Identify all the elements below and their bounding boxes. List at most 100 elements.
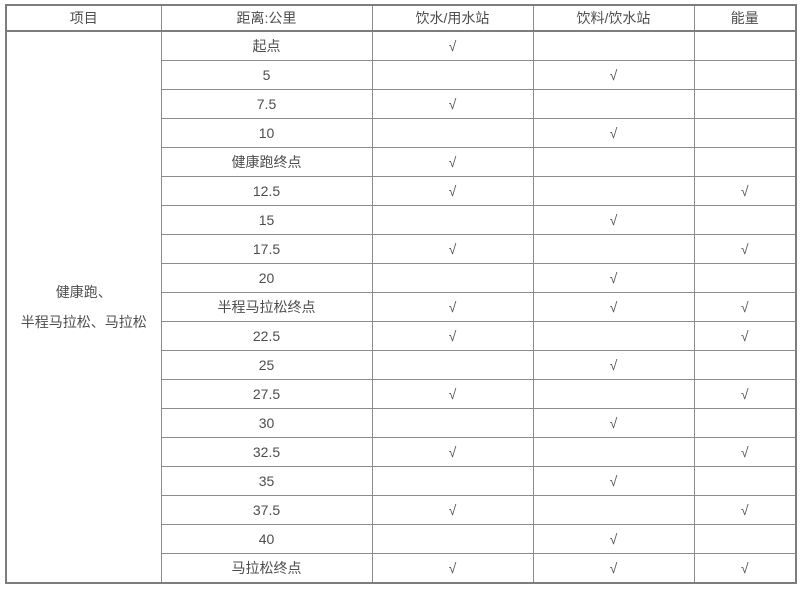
water-station-cell: √ xyxy=(371,234,534,264)
energy-cell: √ xyxy=(693,321,797,351)
energy-cell xyxy=(693,524,797,554)
table-row: 15 √ xyxy=(6,205,797,235)
water-station-cell xyxy=(371,60,534,90)
check-mark: √ xyxy=(609,212,618,228)
drink-station-cell: √ xyxy=(532,118,695,148)
water-station-cell xyxy=(371,408,534,438)
check-mark: √ xyxy=(609,473,618,489)
water-station-cell: √ xyxy=(371,495,534,525)
check-mark: √ xyxy=(448,386,457,402)
table-row: 20 √ xyxy=(6,263,797,293)
drink-station-cell xyxy=(532,437,695,467)
drink-station-cell xyxy=(532,495,695,525)
water-station-cell: √ xyxy=(371,379,534,409)
distance-cell: 25 xyxy=(160,350,373,380)
energy-cell: √ xyxy=(693,292,797,322)
energy-cell xyxy=(693,89,797,119)
check-mark: √ xyxy=(448,444,457,460)
drink-station-cell xyxy=(532,30,695,61)
table-row: 健康跑、 半程马拉松、马拉松 起点 √ xyxy=(5,30,797,584)
check-mark: √ xyxy=(740,299,749,315)
drink-station-cell xyxy=(532,379,695,409)
energy-cell xyxy=(693,30,797,61)
distance-cell: 20 xyxy=(160,263,373,293)
drink-station-cell xyxy=(532,234,695,264)
check-mark: √ xyxy=(740,386,749,402)
energy-cell: √ xyxy=(693,379,797,409)
water-station-cell: √ xyxy=(371,89,534,119)
table-row: 7.5 √ xyxy=(6,89,797,119)
check-mark: √ xyxy=(609,299,618,315)
energy-cell: √ xyxy=(693,553,797,584)
drink-station-cell xyxy=(532,147,695,177)
energy-cell: √ xyxy=(693,495,797,525)
distance-cell: 27.5 xyxy=(160,379,373,409)
check-mark: √ xyxy=(609,531,618,547)
drink-station-cell: √ xyxy=(532,292,695,322)
drink-station-cell: √ xyxy=(532,205,695,235)
table-row: 健康跑终点 √ xyxy=(6,147,797,177)
check-mark: √ xyxy=(609,67,618,83)
energy-cell xyxy=(693,350,797,380)
water-station-cell: √ xyxy=(371,553,534,584)
check-mark: √ xyxy=(609,357,618,373)
drink-station-cell: √ xyxy=(532,408,695,438)
supply-station-table: 项目 距离:公里 饮水/用水站 饮料/饮水站 能量 健康跑、 半程马拉松、马拉松起… xyxy=(5,4,797,584)
col-header-drink-station: 饮料/饮水站 xyxy=(532,4,695,32)
check-mark: √ xyxy=(740,183,749,199)
distance-cell: 马拉松终点 xyxy=(160,553,373,584)
col-header-distance: 距离:公里 xyxy=(160,4,373,32)
drink-station-cell xyxy=(532,89,695,119)
energy-cell xyxy=(693,466,797,496)
distance-cell: 12.5 xyxy=(160,176,373,206)
check-mark: √ xyxy=(740,560,749,576)
table-row: 马拉松终点 √ √ √ xyxy=(6,553,797,584)
check-mark: √ xyxy=(448,154,457,170)
table-row: 32.5 √ √ xyxy=(6,437,797,467)
item-category-line: 健康跑、 xyxy=(55,284,112,300)
check-mark: √ xyxy=(448,328,457,344)
distance-cell: 22.5 xyxy=(160,321,373,351)
drink-station-cell: √ xyxy=(532,350,695,380)
check-mark: √ xyxy=(448,38,457,54)
check-mark: √ xyxy=(448,241,457,257)
item-category-line: 半程马拉松、马拉松 xyxy=(20,314,147,330)
drink-station-cell xyxy=(532,321,695,351)
distance-cell: 15 xyxy=(160,205,373,235)
drink-station-cell xyxy=(532,176,695,206)
water-station-cell xyxy=(371,350,534,380)
energy-cell: √ xyxy=(693,176,797,206)
water-station-cell xyxy=(371,263,534,293)
check-mark: √ xyxy=(740,502,749,518)
water-station-cell: √ xyxy=(371,437,534,467)
table-row: 半程马拉松终点 √ √ √ xyxy=(6,292,797,322)
header-row: 项目 距离:公里 饮水/用水站 饮料/饮水站 能量 xyxy=(5,4,797,32)
drink-station-cell: √ xyxy=(532,263,695,293)
energy-cell xyxy=(693,408,797,438)
energy-cell xyxy=(693,205,797,235)
drink-station-cell: √ xyxy=(532,60,695,90)
water-station-cell: √ xyxy=(371,292,534,322)
drink-station-cell: √ xyxy=(532,466,695,496)
item-category-cell: 健康跑、半程马拉松、马拉松 xyxy=(5,30,162,584)
energy-cell xyxy=(693,263,797,293)
distance-cell: 37.5 xyxy=(160,495,373,525)
check-mark: √ xyxy=(740,444,749,460)
energy-cell xyxy=(693,60,797,90)
distance-cell: 7.5 xyxy=(160,89,373,119)
check-mark: √ xyxy=(448,96,457,112)
distance-cell: 健康跑终点 xyxy=(160,147,373,177)
energy-cell xyxy=(693,118,797,148)
check-mark: √ xyxy=(609,270,618,286)
drink-station-cell: √ xyxy=(532,524,695,554)
water-station-cell xyxy=(371,524,534,554)
water-station-cell xyxy=(371,466,534,496)
table-row: 17.5 √ √ xyxy=(6,234,797,264)
distance-cell: 30 xyxy=(160,408,373,438)
water-station-cell: √ xyxy=(371,30,534,61)
table-row: 37.5 √ √ xyxy=(6,495,797,525)
check-mark: √ xyxy=(448,299,457,315)
table-row: 5 √ xyxy=(6,60,797,90)
check-mark: √ xyxy=(609,560,618,576)
